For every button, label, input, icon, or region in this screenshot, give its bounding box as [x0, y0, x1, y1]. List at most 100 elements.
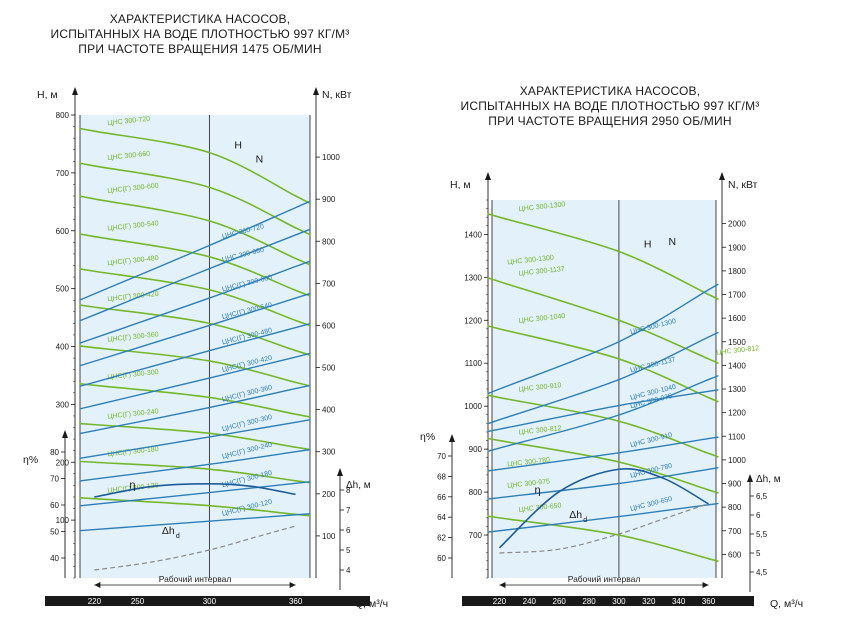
n-tick-label-1475-700: 700 — [322, 279, 336, 288]
eta-tick-label-2950-64: 64 — [437, 513, 446, 522]
x-axis-bar-2950 — [462, 596, 754, 606]
h-tick-label-1475-200: 200 — [56, 458, 70, 467]
h-curve-label-1475-цнс-300-720: ЦНС 300-720 — [107, 116, 151, 127]
h-tick-label-1475-500: 500 — [56, 285, 70, 294]
h-tick-label-2950-1100: 1100 — [465, 359, 483, 368]
npsh-tick-label-2950-6.5: 6,5 — [756, 492, 768, 501]
eta-curve-2950 — [498, 467, 709, 549]
n-tick-label-2950-1800: 1800 — [728, 267, 746, 276]
h-curve-label-2950-цнс-300-1040: ЦНС 300-1040 — [518, 313, 565, 325]
h-tick-label-1475-100: 100 — [56, 516, 70, 525]
n-tick-label-2950-1500: 1500 — [728, 338, 746, 347]
n-axis-arrow-1475 — [313, 87, 319, 95]
n-tick-label-1475-900: 900 — [322, 195, 336, 204]
n-tick-label-1475-600: 600 — [322, 321, 336, 330]
n-curve-1475-цнс-г-300-480 — [79, 323, 311, 387]
n-tick-label-1475-1000: 1000 — [322, 153, 340, 162]
npsh-tick-label-1475-7: 7 — [346, 506, 351, 515]
n-curve-2950-цнс-300-910 — [487, 436, 719, 472]
n-tick-label-2950-2000: 2000 — [728, 220, 746, 229]
chart-title-1475: ХАРАКТЕРИСТИКА НАСОСОВ, ИСПЫТАННЫХ НА ВО… — [40, 12, 360, 57]
eta-axis-label-2950: η% — [420, 431, 435, 443]
h-tick-label-2950-1000: 1000 — [464, 402, 482, 411]
x-tick-label-2950-220: 220 — [493, 597, 507, 606]
n-tick-label-2950-1200: 1200 — [728, 409, 746, 418]
h-tick-label-2950-1300: 1300 — [464, 273, 482, 282]
n-tick-label-2950-1100: 1100 — [728, 432, 746, 441]
chart-title-1475-line-1: ХАРАКТЕРИСТИКА НАСОСОВ, — [109, 12, 291, 26]
x-axis-bar-1475 — [45, 596, 370, 606]
n-curve-1475-цнс-г-300-360 — [79, 384, 311, 435]
h-curve-2950-цнс-300-650 — [487, 515, 719, 562]
h-curve-label-1475-цнс-300-660: ЦНС 300-660 — [107, 150, 151, 161]
eta-axis-label-1475: η% — [23, 454, 38, 466]
x-tick-label-1475-300: 300 — [203, 597, 217, 606]
h-curve-label-2950-цнс-300-1137: ЦНС 300-1137 — [518, 266, 565, 278]
h-curve-2950-цнс-300-812 — [487, 437, 719, 494]
working-interval-arrow-left-2950 — [499, 582, 506, 588]
working-interval-arrow-right-2950 — [702, 582, 709, 588]
curve-label-2950-цнс-300-1300: ЦНС 300-1300 — [507, 255, 554, 267]
eta-tick-label-1475-50: 50 — [50, 528, 59, 537]
eta-tick-label-2950-70: 70 — [437, 452, 446, 461]
n-curve-2950-цнс-300-1040 — [487, 389, 719, 433]
npsh-tick-label-1475-5: 5 — [346, 546, 351, 555]
h-tick-label-2950-900: 900 — [469, 445, 483, 454]
h-axis-label-2950: H, м — [450, 179, 471, 191]
n-tick-label-2950-1900: 1900 — [728, 243, 746, 252]
working-interval-label-2950: Рабочий интервал — [568, 574, 641, 584]
h-tick-label-2950-1200: 1200 — [464, 316, 482, 325]
chart-title-2950-line-2: ИСПЫТАННЫХ НА ВОДЕ ПЛОТНОСТЬЮ 997 КГ/М³ — [460, 99, 760, 113]
x-tick-label-2950-360: 360 — [702, 597, 716, 606]
curve-label-2950-цнс-300-975: ЦНС 300-975 — [507, 478, 551, 489]
h-curve-1475-цнс-г-300-540 — [79, 233, 311, 297]
npsh-tick-label-2950-4.5: 4,5 — [756, 568, 768, 577]
eta-curve-marker-1475: η — [129, 479, 135, 491]
npsh-curve-marker-2950: Δh — [569, 509, 582, 521]
npsh-tick-label-1475-6: 6 — [346, 526, 351, 535]
x-axis-label-2950: Q, м³/ч — [770, 598, 803, 610]
n-curve-2950-цнс-300-650 — [487, 502, 719, 533]
h-curve-label-2950-цнс-300-1300: ЦНС 300-1300 — [518, 201, 565, 213]
h-curve-1475-цнс-г-300-600 — [79, 195, 311, 266]
plot-area-2950 — [492, 200, 716, 578]
eta-tick-label-1475-70: 70 — [50, 475, 59, 484]
h-axis-arrow-1475 — [72, 87, 78, 95]
n-curve-1475-цнс-300-720 — [79, 200, 311, 301]
h-tick-label-2950-1400: 1400 — [464, 230, 482, 239]
n-tick-label-1475-400: 400 — [322, 406, 336, 415]
h-curve-2950-цнс-300-910 — [487, 394, 719, 458]
n-tick-label-2950-600: 600 — [728, 550, 742, 559]
n-curve-1475-цнс-г-300-120 — [79, 513, 311, 532]
x-tick-label-2950-240: 240 — [523, 597, 537, 606]
n-tick-label-2950-1300: 1300 — [728, 385, 746, 394]
eta-tick-label-2950-68: 68 — [437, 472, 446, 481]
x-axis-label-1475: Q, м³/ч — [355, 598, 388, 610]
h-curve-1475-цнс-г-300-120 — [79, 497, 311, 517]
eta-axis-arrow-2950 — [449, 434, 455, 442]
h-curve-label-2950-цнс-300-910: ЦНС 300-910 — [518, 382, 562, 393]
working-interval-arrow-left-1475 — [94, 582, 101, 588]
eta-tick-label-2950-66: 66 — [437, 493, 446, 502]
n-axis-label-1475: N, кВт — [322, 89, 352, 101]
n-curve-2950-цнс-300-1137 — [487, 331, 719, 425]
n-tick-label-2950-900: 900 — [728, 480, 742, 489]
h-curve-2950-цнс-300-1040 — [487, 325, 719, 403]
npsh-axis-arrow-1475 — [337, 468, 343, 476]
h-curve-label-2950-цнс-300-812: ЦНС 300-812 — [518, 425, 562, 436]
h-curve-1475-цнс-300-660 — [79, 162, 311, 236]
x-tick-label-2950-280: 280 — [582, 597, 596, 606]
npsh-tick-label-2950-6: 6 — [756, 511, 761, 520]
n-curve-2950-цнс-300-975 — [487, 375, 719, 452]
x-tick-label-1475-360: 360 — [289, 597, 303, 606]
n-axis-arrow-2950 — [719, 172, 725, 180]
npsh-curve-marker-sub-1475: d — [176, 533, 180, 540]
h-curve-marker-1475: H — [234, 140, 242, 152]
npsh-tick-label-1475-4: 4 — [346, 566, 351, 575]
n-curve-marker-1475: N — [256, 154, 264, 166]
eta-tick-label-1475-40: 40 — [50, 554, 59, 563]
curve-label-2950-цнс-300-812: ЦНС 300-812 — [716, 345, 760, 356]
npsh-axis-arrow-2950 — [747, 474, 753, 482]
h-tick-label-1475-300: 300 — [56, 400, 70, 409]
h-curve-1475-цнс-300-720 — [79, 127, 311, 204]
